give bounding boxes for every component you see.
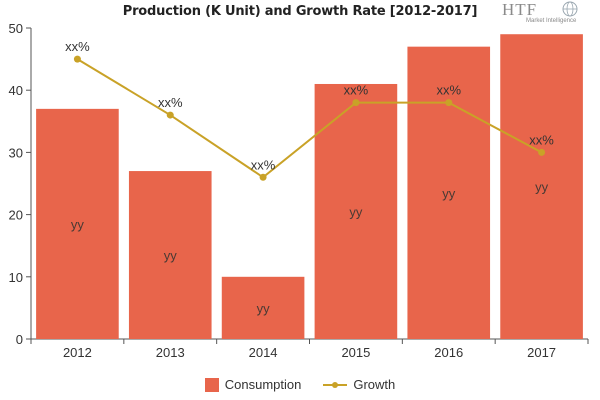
x-tick-label: 2017 <box>527 345 556 360</box>
growth-point <box>73 55 81 63</box>
legend-item-consumption[interactable]: Consumption <box>204 377 302 392</box>
growth-point <box>538 148 546 156</box>
x-tick-label: 2014 <box>249 345 278 360</box>
growth-data-label: xx% <box>344 83 369 98</box>
bar-data-label: yy <box>71 217 85 232</box>
bar <box>500 34 583 339</box>
y-tick-label: 40 <box>9 83 23 98</box>
bar <box>314 83 398 339</box>
growth-data-label: xx% <box>251 157 276 172</box>
bar-data-label: yy <box>349 204 363 219</box>
legend-label-consumption: Consumption <box>224 377 302 392</box>
y-tick-label: 20 <box>9 208 23 223</box>
growth-point <box>445 99 453 107</box>
growth-line-series <box>73 55 546 181</box>
x-tick-label: 2015 <box>341 345 370 360</box>
y-tick-label: 50 <box>9 21 23 36</box>
globe-icon <box>562 1 578 17</box>
legend-label-growth: Growth <box>353 377 396 392</box>
x-tick-label: 2016 <box>434 345 463 360</box>
bar-data-label: yy <box>257 301 271 316</box>
growth-data-label: xx% <box>65 39 90 54</box>
y-tick-label: 30 <box>9 145 23 160</box>
bar-data-label: yy <box>535 180 549 195</box>
legend-swatch-consumption <box>204 377 219 392</box>
consumption-bars <box>36 34 583 339</box>
legend-item-growth[interactable]: Growth <box>323 377 395 392</box>
growth-data-label: xx% <box>158 95 183 110</box>
legend-swatch-growth <box>323 378 348 392</box>
legend: Consumption Growth <box>0 377 600 392</box>
consumption-bar-labels: yy yy yy yy yy yy <box>71 180 549 316</box>
growth-point-labels: xx% xx% xx% xx% xx% xx% <box>65 39 554 172</box>
x-axis: 2012 2013 2014 2015 2016 2017 <box>30 338 589 360</box>
y-axis: 0 10 20 30 40 50 <box>9 21 32 347</box>
x-tick-label: 2012 <box>63 345 92 360</box>
growth-point <box>166 111 174 119</box>
logo-text: HTF <box>502 0 538 19</box>
growth-line <box>76 58 543 179</box>
growth-data-label: xx% <box>529 132 554 147</box>
htf-logo: HTF Market Intelligence <box>502 0 598 30</box>
bar <box>36 108 119 339</box>
bar-data-label: yy <box>164 248 178 263</box>
bar <box>128 171 212 339</box>
growth-data-label: xx% <box>436 83 461 98</box>
bar <box>221 276 305 339</box>
x-tick-label: 2013 <box>156 345 185 360</box>
bar <box>407 46 491 339</box>
logo-subtext: Market Intelligence <box>526 18 577 24</box>
growth-point <box>352 99 360 107</box>
bar-data-label: yy <box>442 186 456 201</box>
y-tick-label: 10 <box>9 270 23 285</box>
y-tick-label: 0 <box>16 332 23 347</box>
chart-title: Production (K Unit) and Growth Rate [201… <box>122 4 478 19</box>
growth-point <box>259 173 267 181</box>
